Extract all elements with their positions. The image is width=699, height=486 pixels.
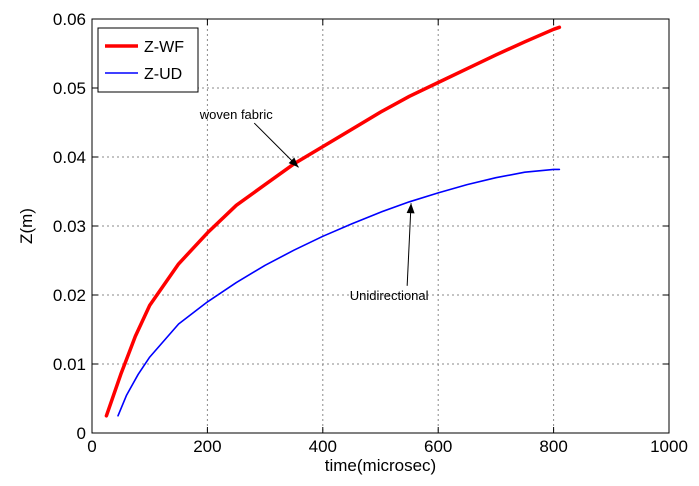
series-line-z-wf [104,25,562,418]
y-axis-label: Z(m) [17,208,36,244]
annotation-arrowhead [288,157,299,168]
y-tick-label: 0.06 [53,10,86,29]
legend-label: Z-UD [144,66,182,83]
series-lines [104,25,562,418]
annotation-label: woven fabric [199,107,273,122]
x-tick-label: 0 [87,437,96,456]
x-tick-label: 200 [193,437,221,456]
x-axis-label: time(microsec) [325,456,436,475]
annotation-arrow [253,122,299,168]
y-tick-label: 0.04 [53,148,86,167]
y-tick-label: 0.01 [53,355,86,374]
y-tick-label: 0.05 [53,79,86,98]
y-tick-label: 0.02 [53,286,86,305]
series-line-z-ud [117,168,561,417]
x-tick-label: 600 [424,437,452,456]
annotations: woven fabric Unidirectional [199,107,429,303]
annotation-arrowhead [406,203,415,214]
x-tick-label: 400 [309,437,337,456]
x-tick-label: 1000 [650,437,688,456]
axis-ticks: 0 200 400 600 800 1000 0 0.01 0.02 0.03 0.04 0.05 0.… [53,10,688,456]
legend: Z-WF Z-UD [97,27,199,93]
y-tick-label: 0 [77,424,86,443]
annotation-arrow [406,203,412,286]
legend-box [97,27,199,93]
y-tick-label: 0.03 [53,217,86,236]
annotation-label: Unidirectional [350,288,429,303]
x-tick-label: 800 [539,437,567,456]
legend-label: Z-WF [144,39,184,56]
